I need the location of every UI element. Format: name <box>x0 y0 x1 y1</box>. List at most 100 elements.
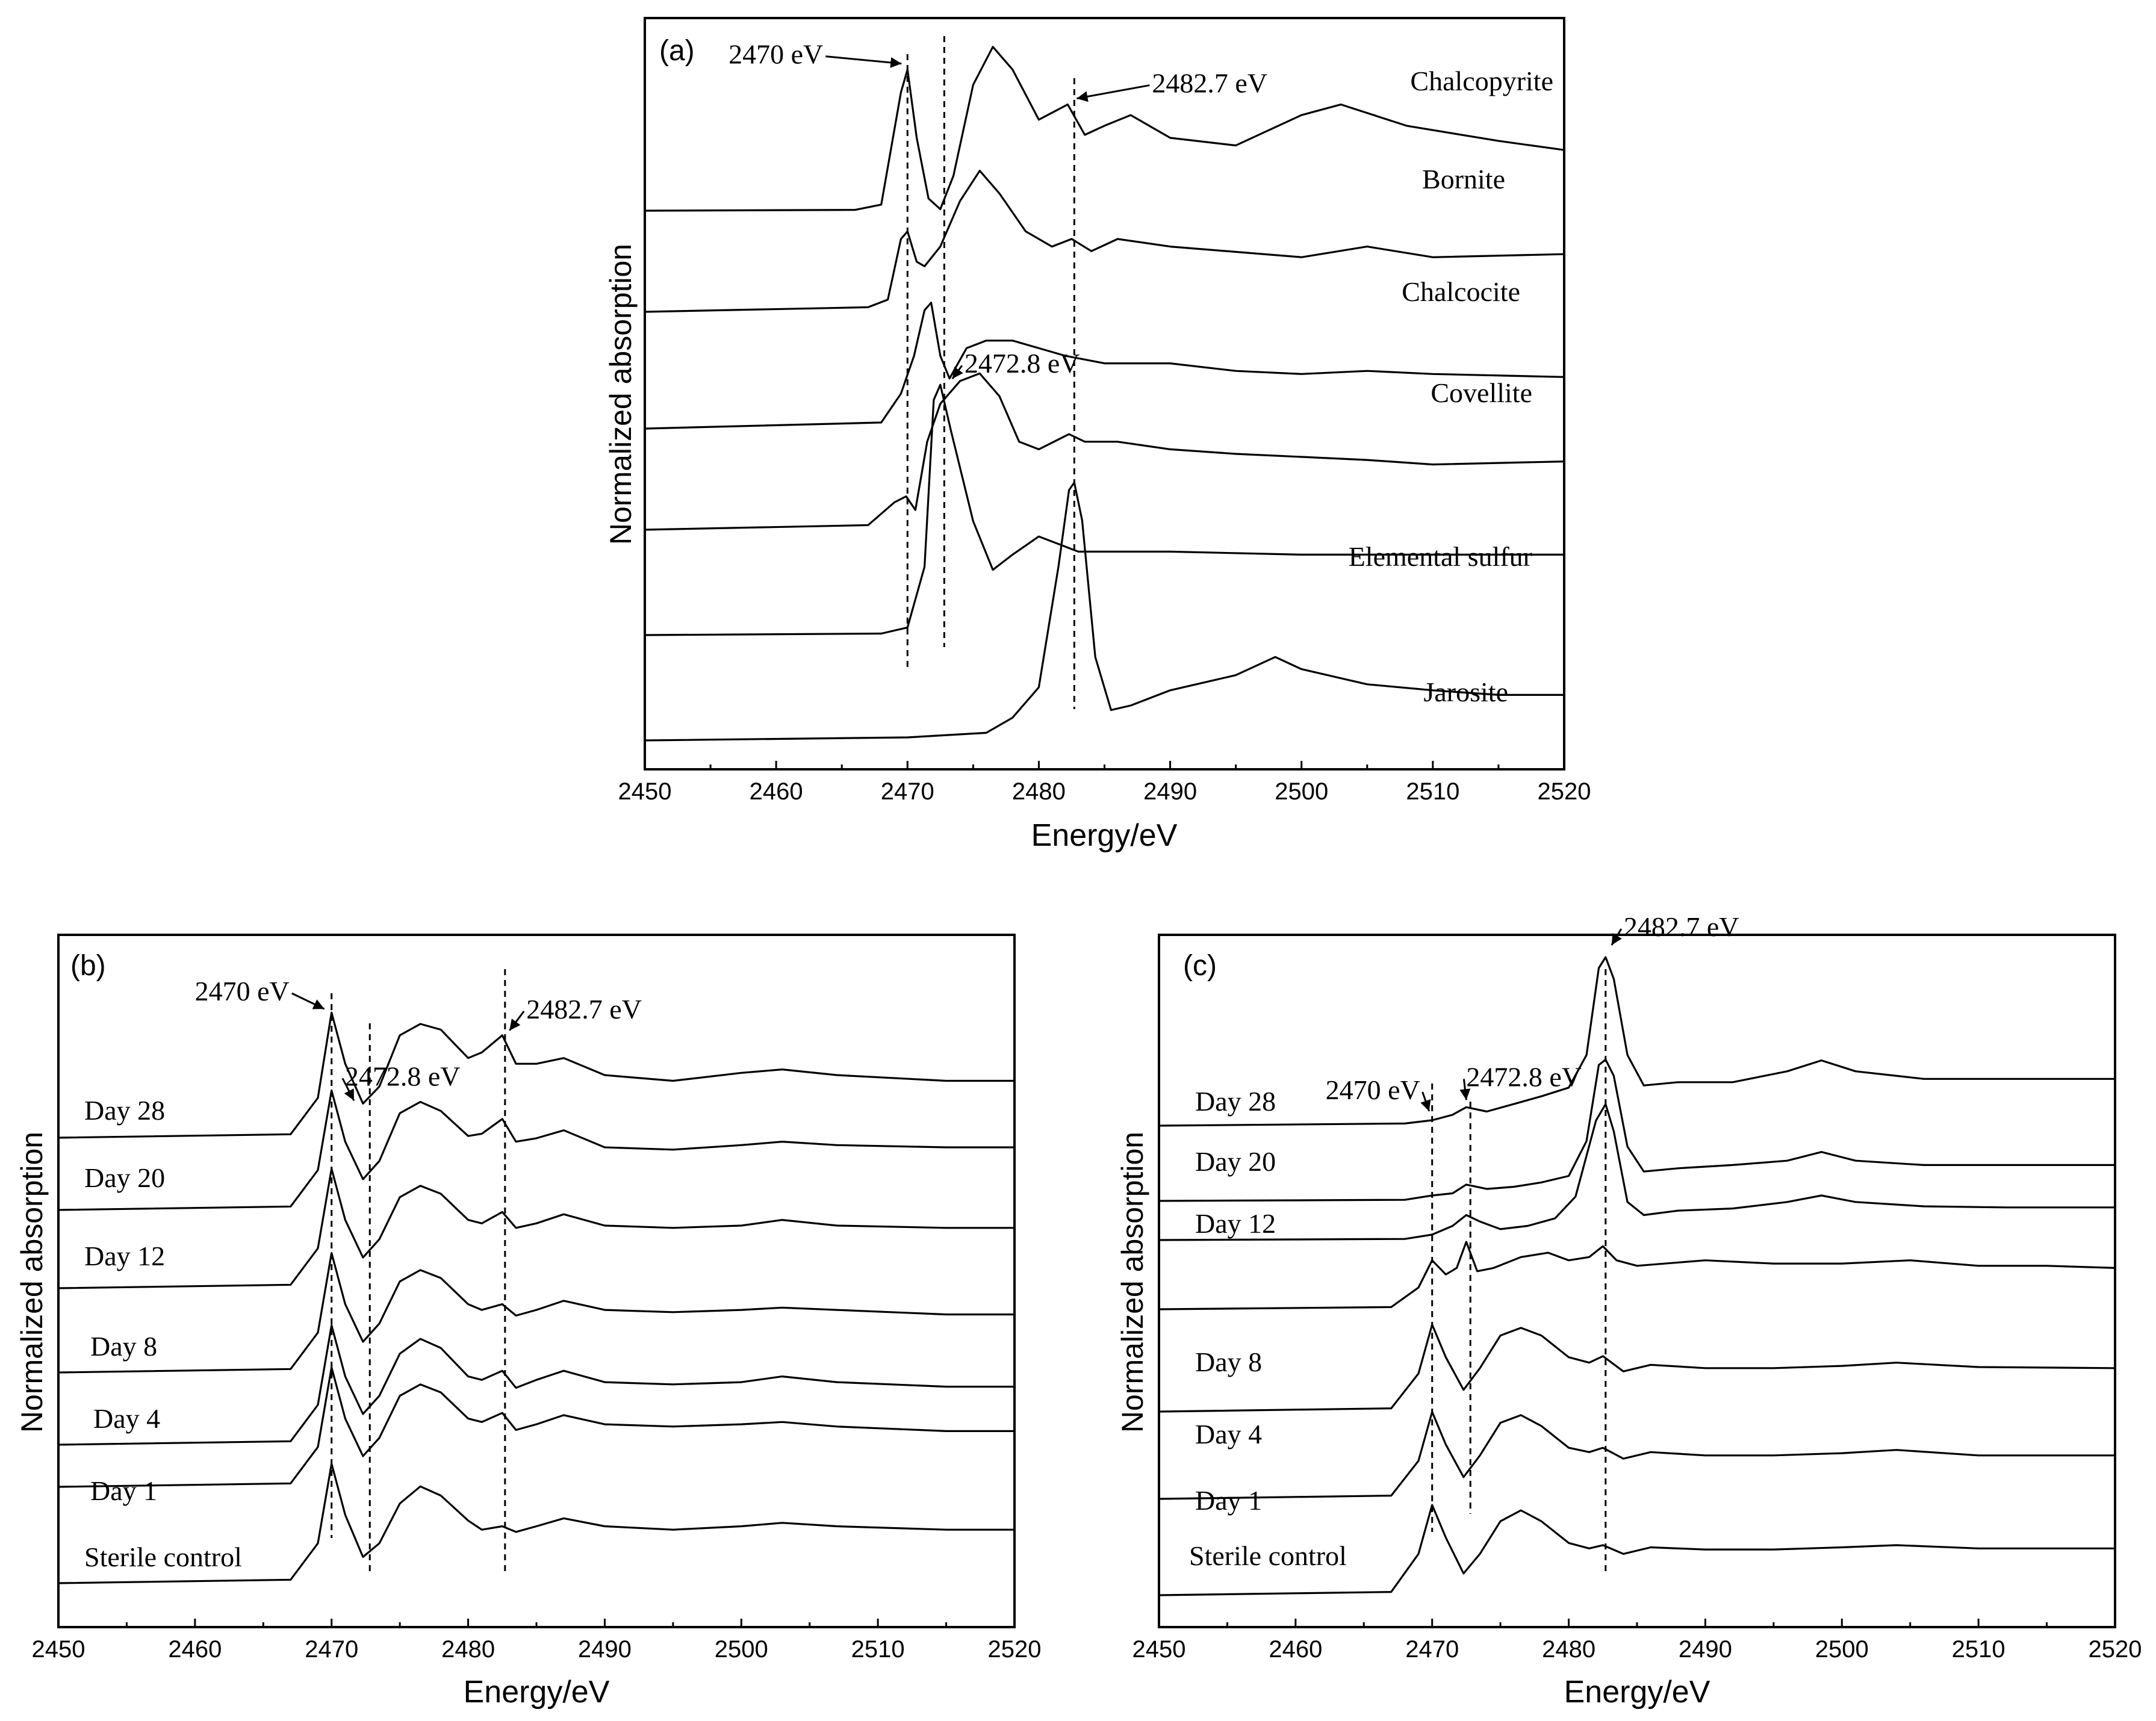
panel-b: (b) Normalized absorption Energy/eV 2450… <box>15 934 1042 1710</box>
x-tick-label: 2480 <box>441 1636 495 1663</box>
series-line <box>1158 1410 2115 1500</box>
x-tick-label: 2510 <box>1406 778 1459 805</box>
plot-frame <box>644 17 1565 771</box>
peak-annotation: 2482.7 eV <box>526 994 642 1025</box>
annotation-arrowhead <box>312 999 325 1009</box>
series-label: Day 8 <box>90 1331 157 1362</box>
panel-a: (a) Normalized absorption Energy/eV 2450… <box>604 17 1591 853</box>
x-axis-label: Energy/eV <box>1031 818 1178 853</box>
series-label: Day 28 <box>84 1095 165 1126</box>
series-line <box>58 1324 1014 1446</box>
x-tick-label: 2520 <box>2089 1636 2142 1663</box>
x-tick-label: 2460 <box>1269 1636 1322 1663</box>
panel-label: (a) <box>659 35 695 67</box>
x-tick-label: 2490 <box>578 1636 632 1663</box>
plot-frame <box>1158 934 2116 1628</box>
series-label: Jarosite <box>1423 677 1508 707</box>
series-label: Day 4 <box>1195 1419 1262 1450</box>
series-label: Day 1 <box>1195 1485 1262 1516</box>
annotation-arrowhead <box>1420 1099 1431 1111</box>
series-line <box>644 170 1565 313</box>
series-line <box>1158 1241 2116 1310</box>
series-label: Day 8 <box>1195 1347 1262 1377</box>
series-line <box>58 1252 1014 1374</box>
plot-frame <box>57 934 1016 1628</box>
peak-annotation: 2472.8 eV <box>965 348 1080 379</box>
series-line <box>644 372 1565 531</box>
annotation-arrowhead <box>890 57 902 68</box>
x-tick-label: 2480 <box>1012 778 1066 805</box>
annotation-arrow <box>825 55 902 65</box>
series-line <box>644 302 1565 430</box>
x-tick-label: 2490 <box>1679 1636 1732 1663</box>
x-tick-label: 2520 <box>1538 778 1591 805</box>
series-label: Day 1 <box>90 1475 157 1506</box>
annotation-arrow <box>1076 84 1150 100</box>
series-label: Sterile control <box>1189 1540 1347 1571</box>
series-label: Day 12 <box>1195 1208 1276 1239</box>
series-label: Covellite <box>1431 377 1532 408</box>
series-label: Day 20 <box>1195 1146 1276 1177</box>
x-tick-label: 2470 <box>1405 1636 1459 1663</box>
series-line <box>58 1167 1014 1289</box>
series-label: Day 28 <box>1195 1086 1276 1117</box>
x-tick-label: 2450 <box>1132 1636 1186 1663</box>
annotation-arrowhead <box>1611 933 1622 946</box>
series-line <box>58 1089 1014 1211</box>
x-tick-label: 2500 <box>715 1636 768 1663</box>
x-tick-label: 2460 <box>750 778 803 805</box>
series-line <box>1158 956 2115 1127</box>
annotation-arrowhead <box>344 1088 354 1101</box>
annotation-arrowhead <box>1076 91 1089 102</box>
x-tick-label: 2470 <box>305 1636 358 1663</box>
series-label: Sterile control <box>84 1542 242 1572</box>
peak-annotation: 2482.7 eV <box>1624 911 1739 942</box>
annotation-arrowhead <box>1459 1088 1471 1100</box>
peak-annotation: 2470 eV <box>195 976 290 1006</box>
x-tick-label: 2450 <box>618 778 672 805</box>
peak-annotation: 2470 eV <box>729 39 823 70</box>
x-tick-label: 2460 <box>168 1636 222 1663</box>
series-line <box>644 383 1564 636</box>
annotation-arrowhead <box>952 367 963 379</box>
series-label: Chalcocite <box>1402 276 1520 307</box>
x-tick-label: 2520 <box>988 1636 1042 1663</box>
series-label: Elemental sulfur <box>1349 541 1532 572</box>
series-label: Day 20 <box>84 1162 165 1193</box>
series-label: Day 4 <box>93 1403 160 1434</box>
x-tick-label: 2490 <box>1143 778 1197 805</box>
series-line <box>1158 1103 2115 1241</box>
series-line <box>1158 1323 2116 1413</box>
x-tick-label: 2500 <box>1275 778 1328 805</box>
series-line <box>58 1463 1014 1584</box>
x-tick-label: 2510 <box>851 1636 905 1663</box>
panel-label: (c) <box>1183 950 1217 982</box>
x-tick-label: 2480 <box>1542 1636 1595 1663</box>
x-axis-label: Energy/eV <box>1564 1675 1710 1710</box>
series-label: Chalcopyrite <box>1410 66 1553 96</box>
series-label: Day 12 <box>84 1241 165 1271</box>
peak-annotation: 2472.8 eV <box>345 1061 461 1091</box>
peak-annotation: 2472.8 eV <box>1466 1061 1582 1092</box>
peak-annotation: 2482.7 eV <box>1152 68 1267 99</box>
series-line <box>58 1366 1014 1488</box>
annotation-arrowhead <box>509 1019 521 1031</box>
y-axis-label: Normalized absorption <box>15 1132 49 1433</box>
series-line <box>644 46 1565 212</box>
x-axis-label: Energy/eV <box>464 1675 610 1710</box>
x-tick-label: 2510 <box>1952 1636 2005 1663</box>
y-axis-label: Normalized absorption <box>604 244 638 545</box>
x-tick-label: 2500 <box>1815 1636 1869 1663</box>
x-tick-label: 2450 <box>32 1636 85 1663</box>
series-label: Bornite <box>1422 164 1505 194</box>
y-axis-label: Normalized absorption <box>1116 1132 1149 1433</box>
series-line <box>644 482 1564 742</box>
series-line <box>1158 1058 2115 1202</box>
x-tick-label: 2470 <box>881 778 934 805</box>
panel-label: (b) <box>70 950 106 982</box>
series-line <box>58 1011 1014 1139</box>
panel-c: (c) Normalized absorption Energy/eV 2450… <box>1116 911 2142 1710</box>
series-line <box>1158 1504 2115 1596</box>
peak-annotation: 2470 eV <box>1326 1074 1420 1105</box>
